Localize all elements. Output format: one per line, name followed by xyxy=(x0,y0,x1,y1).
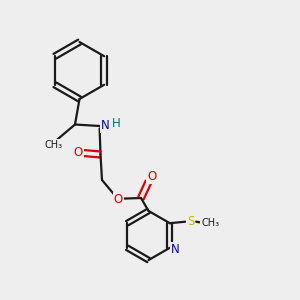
Text: S: S xyxy=(187,214,194,228)
Text: O: O xyxy=(74,146,82,159)
Text: CH₃: CH₃ xyxy=(45,140,63,150)
Text: CH₃: CH₃ xyxy=(201,218,219,228)
Text: O: O xyxy=(147,170,156,183)
Text: N: N xyxy=(100,118,109,132)
Text: N: N xyxy=(170,243,179,256)
Text: O: O xyxy=(114,193,123,206)
Text: H: H xyxy=(112,117,121,130)
